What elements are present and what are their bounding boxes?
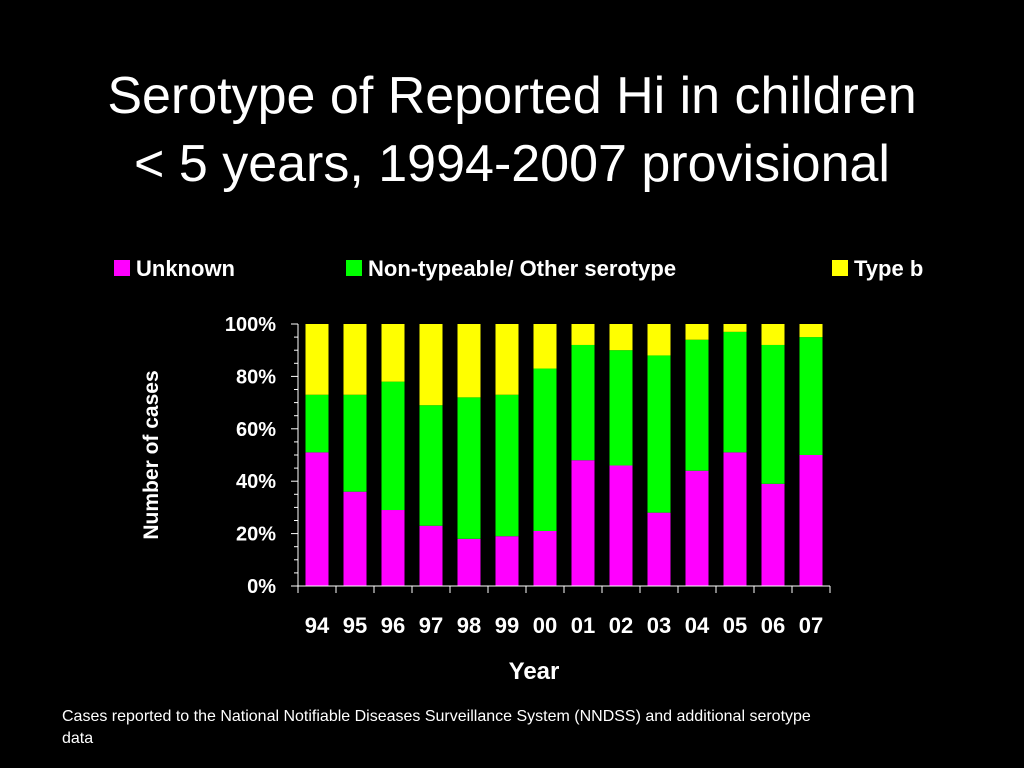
bar-segment-97-series-1 <box>419 405 443 526</box>
bar-segment-06-series-0 <box>761 483 785 586</box>
bar-segment-96-series-0 <box>381 510 405 586</box>
bar-segment-94-series-0 <box>305 452 329 586</box>
title-line-1: Serotype of Reported Hi in children <box>107 67 917 125</box>
bar-segment-98-series-0 <box>457 538 481 586</box>
y-tick-label: 20% <box>236 524 276 546</box>
bar-segment-97-series-0 <box>419 525 443 586</box>
bar-segment-96-series-1 <box>381 381 405 511</box>
x-tick-label-94: 94 <box>305 613 330 638</box>
bar-segment-03-series-0 <box>647 512 671 586</box>
bar-segment-01-series-0 <box>571 460 595 586</box>
x-tick-label-95: 95 <box>343 613 367 638</box>
x-axis-title: Year <box>509 658 560 685</box>
bar-segment-94-series-2 <box>305 324 329 395</box>
x-tick-label-04: 04 <box>685 613 710 638</box>
bar-segment-05-series-0 <box>723 452 747 586</box>
x-tick-label-05: 05 <box>723 613 747 638</box>
bar-segment-95-series-2 <box>343 324 367 395</box>
legend-swatch-2 <box>832 260 848 276</box>
legend-label-0: Unknown <box>136 256 235 281</box>
slide-title: Serotype of Reported Hi in children < 5 … <box>0 62 1024 198</box>
stacked-bar-chart: Unknown Non-typeable/ Other serotype Type … <box>114 256 923 685</box>
x-tick-label-00: 00 <box>533 613 557 638</box>
x-tick-label-03: 03 <box>647 613 671 638</box>
bar-segment-99-series-2 <box>495 324 519 395</box>
bar-segment-98-series-2 <box>457 324 481 398</box>
bar-segment-03-series-2 <box>647 324 671 356</box>
bar-segment-00-series-1 <box>533 368 557 531</box>
chart-legend: Unknown Non-typeable/ Other serotype Type … <box>114 256 923 281</box>
x-tick-label-07: 07 <box>799 613 823 638</box>
x-tick-label-01: 01 <box>571 613 595 638</box>
bar-segment-01-series-1 <box>571 344 595 461</box>
title-line-2: < 5 years, 1994-2007 provisional <box>134 135 890 193</box>
bar-segment-04-series-0 <box>685 470 709 586</box>
y-tick-label: 0% <box>247 576 276 598</box>
bar-segment-98-series-1 <box>457 397 481 539</box>
y-axis-title: Number of cases <box>140 370 163 539</box>
bar-segment-97-series-2 <box>419 324 443 406</box>
legend-label-2: Type b <box>854 256 923 281</box>
source-footnote: Cases reported to the National Notifiabl… <box>62 708 811 747</box>
x-tick-label-99: 99 <box>495 613 519 638</box>
x-tick-label-97: 97 <box>419 613 443 638</box>
bar-segment-02-series-2 <box>609 324 633 351</box>
x-tick-label-06: 06 <box>761 613 785 638</box>
bar-segment-95-series-0 <box>343 491 367 586</box>
y-tick-label: 100% <box>225 314 276 336</box>
bar-segment-06-series-1 <box>761 344 785 484</box>
legend-swatch-0 <box>114 260 130 276</box>
legend-label-1: Non-typeable/ Other serotype <box>368 256 676 281</box>
bar-segment-07-series-2 <box>799 324 823 338</box>
x-tick-label-96: 96 <box>381 613 405 638</box>
bar-segment-01-series-2 <box>571 324 595 345</box>
bar-segment-95-series-1 <box>343 394 367 492</box>
x-tick-label-98: 98 <box>457 613 481 638</box>
y-axis-title-group: Number of cases <box>140 370 163 539</box>
legend-swatch-1 <box>346 260 362 276</box>
bar-segment-03-series-1 <box>647 355 671 513</box>
bar-segment-04-series-2 <box>685 324 709 340</box>
y-tick-label: 80% <box>236 366 276 388</box>
bar-segment-02-series-1 <box>609 350 633 466</box>
y-tick-label: 40% <box>236 471 276 493</box>
bar-segment-94-series-1 <box>305 394 329 453</box>
bar-segment-05-series-2 <box>723 324 747 332</box>
bar-segment-99-series-1 <box>495 394 519 537</box>
bar-segment-02-series-0 <box>609 465 633 586</box>
bar-segment-00-series-2 <box>533 324 557 369</box>
bar-segment-07-series-1 <box>799 337 823 455</box>
axes: 0% 20% 40% 60% 80% 100% 94 95 96 97 98 99 00 01 02 03 04… <box>225 314 831 638</box>
bar-segment-05-series-1 <box>723 331 747 453</box>
bar-segment-06-series-2 <box>761 324 785 345</box>
bar-segment-04-series-1 <box>685 339 709 471</box>
x-tick-label-02: 02 <box>609 613 633 638</box>
bar-segment-99-series-0 <box>495 536 519 586</box>
bar-segment-00-series-0 <box>533 530 557 586</box>
bar-group <box>305 324 823 586</box>
bar-segment-07-series-0 <box>799 455 823 586</box>
y-tick-label: 60% <box>236 419 276 441</box>
bar-segment-96-series-2 <box>381 324 405 382</box>
